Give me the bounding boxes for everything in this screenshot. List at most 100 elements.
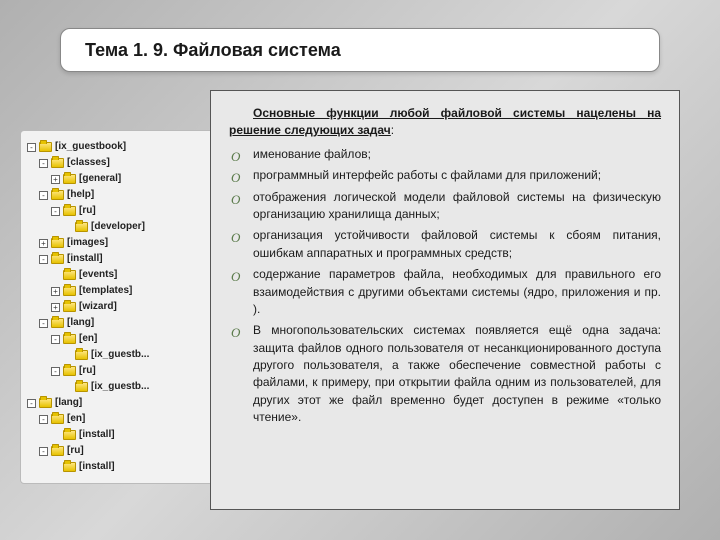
folder-icon bbox=[63, 206, 76, 216]
tree-label: [classes] bbox=[67, 155, 110, 171]
tree-label: [templates] bbox=[79, 283, 132, 299]
title-bar: Тема 1. 9. Файловая система bbox=[60, 28, 660, 72]
folder-icon bbox=[51, 158, 64, 168]
folder-icon bbox=[39, 398, 52, 408]
tree-node[interactable]: [ix_guestb... bbox=[27, 347, 213, 363]
tree-label: [general] bbox=[79, 171, 121, 187]
bullet-text: программный интерфейс работы с файлами д… bbox=[253, 168, 601, 182]
tree-label: [ru] bbox=[79, 363, 96, 379]
bullet-marker-icon: O bbox=[231, 268, 240, 287]
tree-label: [lang] bbox=[67, 315, 94, 331]
tree-node[interactable]: - [install] bbox=[27, 251, 213, 267]
tree-node[interactable]: [events] bbox=[27, 267, 213, 283]
tree-label: [install] bbox=[79, 427, 115, 443]
tree-node[interactable]: + [wizard] bbox=[27, 299, 213, 315]
folder-icon bbox=[63, 286, 76, 296]
bullet-marker-icon: O bbox=[231, 229, 240, 248]
collapse-icon[interactable]: - bbox=[39, 415, 48, 424]
folder-icon bbox=[51, 446, 64, 456]
expand-icon[interactable]: + bbox=[51, 287, 60, 296]
folder-icon bbox=[63, 270, 76, 280]
tree-label: [help] bbox=[67, 187, 94, 203]
folder-icon bbox=[75, 382, 88, 392]
intro-text: Основные функции любой файловой системы … bbox=[229, 105, 661, 140]
folder-icon bbox=[39, 142, 52, 152]
tree-node[interactable]: [ix_guestb... bbox=[27, 379, 213, 395]
collapse-icon[interactable]: - bbox=[27, 143, 36, 152]
tree-node[interactable]: - [help] bbox=[27, 187, 213, 203]
bullet-item: O В многопользовательских системах появля… bbox=[229, 322, 661, 426]
content-area: -[ix_guestbook]-[classes]+[general]-[hel… bbox=[60, 90, 680, 510]
collapse-icon[interactable]: - bbox=[39, 447, 48, 456]
tree-node[interactable]: -[ru] bbox=[27, 203, 213, 219]
bullet-text: В многопользовательских системах появляе… bbox=[253, 323, 661, 424]
bullet-item: Oпрограммный интерфейс работы с файлами … bbox=[229, 167, 661, 184]
page-title: Тема 1. 9. Файловая система bbox=[85, 40, 341, 61]
tree-node[interactable]: - [ix_guestbook] bbox=[27, 139, 213, 155]
expand-icon[interactable]: + bbox=[51, 303, 60, 312]
tree-node[interactable]: - [ru] bbox=[27, 363, 213, 379]
tree-node[interactable]: - [lang] bbox=[27, 315, 213, 331]
tree-label: [ix_guestbook] bbox=[55, 139, 126, 155]
tree-node[interactable]: - [ru] bbox=[27, 443, 213, 459]
intro-tail: : bbox=[391, 123, 394, 137]
tree-label: [wizard] bbox=[79, 299, 117, 315]
bullet-item: Oотображения логической модели файловой … bbox=[229, 189, 661, 224]
tree-node[interactable]: - [en] bbox=[27, 331, 213, 347]
bullet-text: организация устойчивости файловой систем… bbox=[253, 228, 661, 259]
text-panel: Основные функции любой файловой системы … bbox=[210, 90, 680, 510]
bullet-text: именование файлов; bbox=[253, 147, 371, 161]
tree-label: [en] bbox=[67, 411, 85, 427]
tree-label: [events] bbox=[79, 267, 117, 283]
tree-node[interactable]: - [en] bbox=[27, 411, 213, 427]
folder-icon bbox=[63, 366, 76, 376]
folder-icon bbox=[75, 222, 88, 232]
bullet-item: Oсодержание параметров файла, необходимы… bbox=[229, 266, 661, 318]
collapse-icon[interactable]: - bbox=[39, 159, 48, 168]
collapse-icon[interactable]: - bbox=[51, 367, 60, 376]
bullet-text: отображения логической модели файловой с… bbox=[253, 190, 661, 221]
bullet-text: содержание параметров файла, необходимых… bbox=[253, 267, 661, 316]
intro-underline: Основные функции любой файловой системы … bbox=[229, 106, 661, 137]
bullet-marker-icon: O bbox=[231, 324, 240, 343]
tree-node[interactable]: [developer] bbox=[27, 219, 213, 235]
tree-label: [ix_guestb... bbox=[91, 347, 149, 363]
tree-node[interactable]: [install] bbox=[27, 427, 213, 443]
folder-icon bbox=[51, 190, 64, 200]
file-tree-panel: -[ix_guestbook]-[classes]+[general]-[hel… bbox=[20, 130, 220, 484]
folder-icon bbox=[51, 238, 64, 248]
expand-icon[interactable]: + bbox=[51, 175, 60, 184]
bullet-marker-icon: O bbox=[231, 169, 240, 188]
folder-icon bbox=[51, 414, 64, 424]
folder-icon bbox=[51, 254, 64, 264]
collapse-icon[interactable]: - bbox=[39, 319, 48, 328]
collapse-icon[interactable]: - bbox=[27, 399, 36, 408]
tree-node[interactable]: [install] bbox=[27, 459, 213, 475]
folder-icon bbox=[51, 318, 64, 328]
tree-label: [install] bbox=[67, 251, 103, 267]
folder-icon bbox=[75, 350, 88, 360]
tree-node[interactable]: + [images] bbox=[27, 235, 213, 251]
folder-icon bbox=[63, 174, 76, 184]
folder-icon bbox=[63, 430, 76, 440]
tree-node[interactable]: - [classes] bbox=[27, 155, 213, 171]
tree-node[interactable]: + [general] bbox=[27, 171, 213, 187]
expand-icon[interactable]: + bbox=[39, 239, 48, 248]
collapse-icon[interactable]: - bbox=[39, 191, 48, 200]
folder-icon bbox=[63, 334, 76, 344]
tree-label: [lang] bbox=[55, 395, 82, 411]
folder-icon bbox=[63, 462, 76, 472]
bullet-marker-icon: O bbox=[231, 148, 240, 167]
tree-label: [install] bbox=[79, 459, 115, 475]
collapse-icon[interactable]: - bbox=[51, 207, 60, 216]
collapse-icon[interactable]: - bbox=[51, 335, 60, 344]
tree-node[interactable]: - [lang] bbox=[27, 395, 213, 411]
tree-label: [en] bbox=[79, 331, 97, 347]
tree-label: [images] bbox=[67, 235, 108, 251]
folder-icon bbox=[63, 302, 76, 312]
bullet-item: Oорганизация устойчивости файловой систе… bbox=[229, 227, 661, 262]
bullet-marker-icon: O bbox=[231, 191, 240, 210]
collapse-icon[interactable]: - bbox=[39, 255, 48, 264]
tree-label: [ru] bbox=[67, 443, 84, 459]
tree-node[interactable]: + [templates] bbox=[27, 283, 213, 299]
